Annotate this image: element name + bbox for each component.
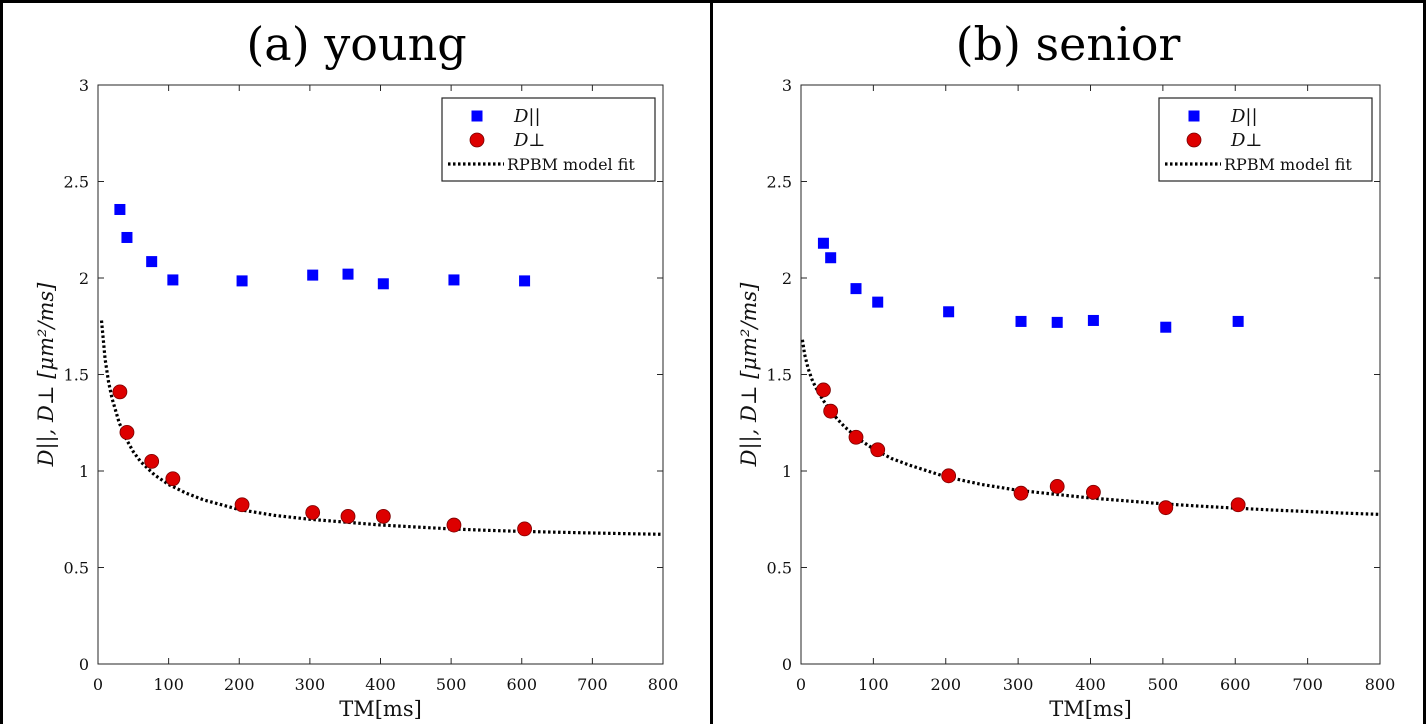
data-point-parallel xyxy=(146,256,158,268)
x-tick-label: 700 xyxy=(1292,675,1323,694)
x-tick-label: 300 xyxy=(1003,675,1034,694)
x-tick-label: 600 xyxy=(506,675,537,694)
data-point-perp xyxy=(517,521,532,537)
x-tick-label: 700 xyxy=(577,675,608,694)
data-point-parallel xyxy=(825,252,837,264)
y-tick-label: 0.5 xyxy=(767,559,792,578)
x-tick-label: 400 xyxy=(365,675,396,694)
legend-marker-perp xyxy=(1186,132,1202,148)
x-tick-label: 100 xyxy=(858,675,889,694)
data-point-parallel xyxy=(307,269,319,281)
legend-label: D⊥ xyxy=(513,130,545,151)
y-tick-label: 0 xyxy=(79,655,89,674)
data-point-parallel xyxy=(1232,315,1244,327)
data-point-parallel xyxy=(1051,316,1063,328)
x-tick-label: 800 xyxy=(648,675,679,694)
panel-senior: (b) senior 0 100 200 300 400 500 600 700 800 0 0.5… xyxy=(713,0,1426,724)
x-tick-label: 800 xyxy=(1365,675,1396,694)
y-tick-label: 2 xyxy=(782,269,792,288)
y-axis-label: D||, D⊥ [μm²/ms] xyxy=(737,282,762,468)
fit-curve xyxy=(99,320,664,536)
data-point-parallel xyxy=(1015,315,1027,327)
data-point-perp xyxy=(941,468,957,484)
data-point-perp xyxy=(848,429,864,445)
data-point-parallel xyxy=(236,275,248,287)
y-tick-label: 1.5 xyxy=(767,366,792,385)
data-point-perp xyxy=(112,384,128,400)
chart-title: (b) senior xyxy=(955,17,1181,71)
x-axis-label: TM[ms] xyxy=(1049,697,1132,721)
data-point-parallel xyxy=(1160,321,1172,333)
legend-label: D|| xyxy=(513,106,541,127)
y-tick-label: 1 xyxy=(782,462,792,481)
chart-young: 0 100 200 300 400 500 600 700 800 0 0.5 1 1.5 2 2.5 3 TM… xyxy=(34,76,679,721)
data-point-parallel xyxy=(850,283,862,295)
legend-marker-perp xyxy=(469,132,485,148)
data-point-perp xyxy=(119,424,135,440)
chart-senior: 0 100 200 300 400 500 600 700 800 0 0.5 1 1.5 2 2.5 3 TM… xyxy=(737,76,1396,721)
x-tick-label: 500 xyxy=(436,675,467,694)
data-point-perp xyxy=(1158,500,1174,516)
data-point-perp xyxy=(340,508,356,524)
chart-title: (a) young xyxy=(246,17,467,71)
data-point-perp xyxy=(1085,484,1101,500)
y-tick-label: 2 xyxy=(79,269,89,288)
data-point-parallel xyxy=(448,274,460,286)
y-tick-label: 3 xyxy=(782,76,792,95)
x-tick-label: 400 xyxy=(1075,675,1106,694)
y-tick-label: 2.5 xyxy=(64,173,89,192)
legend-marker-parallel xyxy=(471,110,483,122)
y-tick-label: 1 xyxy=(79,462,89,481)
data-point-parallel xyxy=(943,306,955,318)
x-tick-label: 200 xyxy=(224,675,255,694)
y-tick-label: 1.5 xyxy=(64,366,89,385)
y-tick-label: 0.5 xyxy=(64,559,89,578)
data-point-parallel xyxy=(342,268,354,280)
data-point-perp xyxy=(816,382,831,398)
legend-label: RPBM model fit xyxy=(1224,155,1352,174)
data-point-parallel xyxy=(817,237,829,249)
data-point-perp xyxy=(375,508,391,524)
legend-label: D|| xyxy=(1230,106,1258,127)
y-tick-label: 3 xyxy=(79,76,89,95)
data-point-parallel xyxy=(1087,314,1099,326)
data-point-perp xyxy=(1049,479,1065,494)
legend-label: RPBM model fit xyxy=(507,155,635,174)
y-axis-label: D||, D⊥ [μm²/ms] xyxy=(34,282,59,468)
legend-marker-parallel xyxy=(1188,110,1200,122)
x-tick-label: 0 xyxy=(796,675,806,694)
x-tick-label: 300 xyxy=(295,675,326,694)
data-point-parallel xyxy=(114,203,126,215)
panel-young: (a) young 0 100 200 300 400 500 600 700 800 0 0.5 1… xyxy=(0,0,713,724)
x-tick-label: 600 xyxy=(1220,675,1251,694)
x-tick-label: 500 xyxy=(1148,675,1179,694)
data-point-perp xyxy=(144,453,160,469)
data-point-perp xyxy=(1230,497,1246,513)
data-point-parallel xyxy=(519,275,531,287)
data-point-perp xyxy=(870,442,886,458)
x-tick-label: 200 xyxy=(930,675,961,694)
data-point-parallel xyxy=(872,296,884,308)
data-point-perp xyxy=(1013,485,1029,501)
data-point-perp xyxy=(446,517,462,533)
data-point-parallel xyxy=(121,231,133,243)
y-tick-label: 0 xyxy=(782,655,792,674)
data-point-perp xyxy=(305,505,321,520)
legend-label: D⊥ xyxy=(1230,130,1262,151)
data-point-parallel xyxy=(167,274,179,286)
data-point-perp xyxy=(823,403,839,419)
data-point-parallel xyxy=(377,278,389,290)
data-point-perp xyxy=(234,497,250,513)
x-axis-label: TM[ms] xyxy=(339,697,422,721)
x-tick-label: 0 xyxy=(93,675,103,694)
y-tick-label: 2.5 xyxy=(767,173,792,192)
data-point-perp xyxy=(165,471,181,487)
x-tick-label: 100 xyxy=(153,675,184,694)
